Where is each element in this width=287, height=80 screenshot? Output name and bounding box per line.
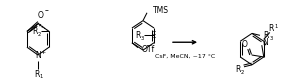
- Text: N: N: [262, 38, 268, 47]
- Text: R: R: [235, 65, 241, 74]
- Text: O: O: [38, 11, 44, 20]
- Text: R: R: [135, 31, 141, 40]
- Text: 2: 2: [240, 70, 244, 75]
- Text: 1: 1: [39, 74, 43, 79]
- Text: O: O: [242, 40, 248, 49]
- Text: TMS: TMS: [153, 6, 169, 15]
- Text: OTf: OTf: [142, 45, 155, 54]
- Text: R: R: [268, 24, 274, 33]
- Text: R: R: [34, 70, 39, 79]
- Text: 2: 2: [37, 32, 41, 37]
- Text: +: +: [40, 50, 46, 55]
- Text: R: R: [32, 27, 38, 36]
- Text: N: N: [35, 52, 41, 60]
- Text: 3: 3: [140, 36, 144, 41]
- Text: 1: 1: [274, 24, 278, 29]
- Text: –: –: [45, 6, 49, 15]
- Text: R: R: [263, 31, 269, 40]
- Text: 3: 3: [269, 36, 273, 41]
- Text: CsF, MeCN, ~17 °C: CsF, MeCN, ~17 °C: [155, 54, 215, 59]
